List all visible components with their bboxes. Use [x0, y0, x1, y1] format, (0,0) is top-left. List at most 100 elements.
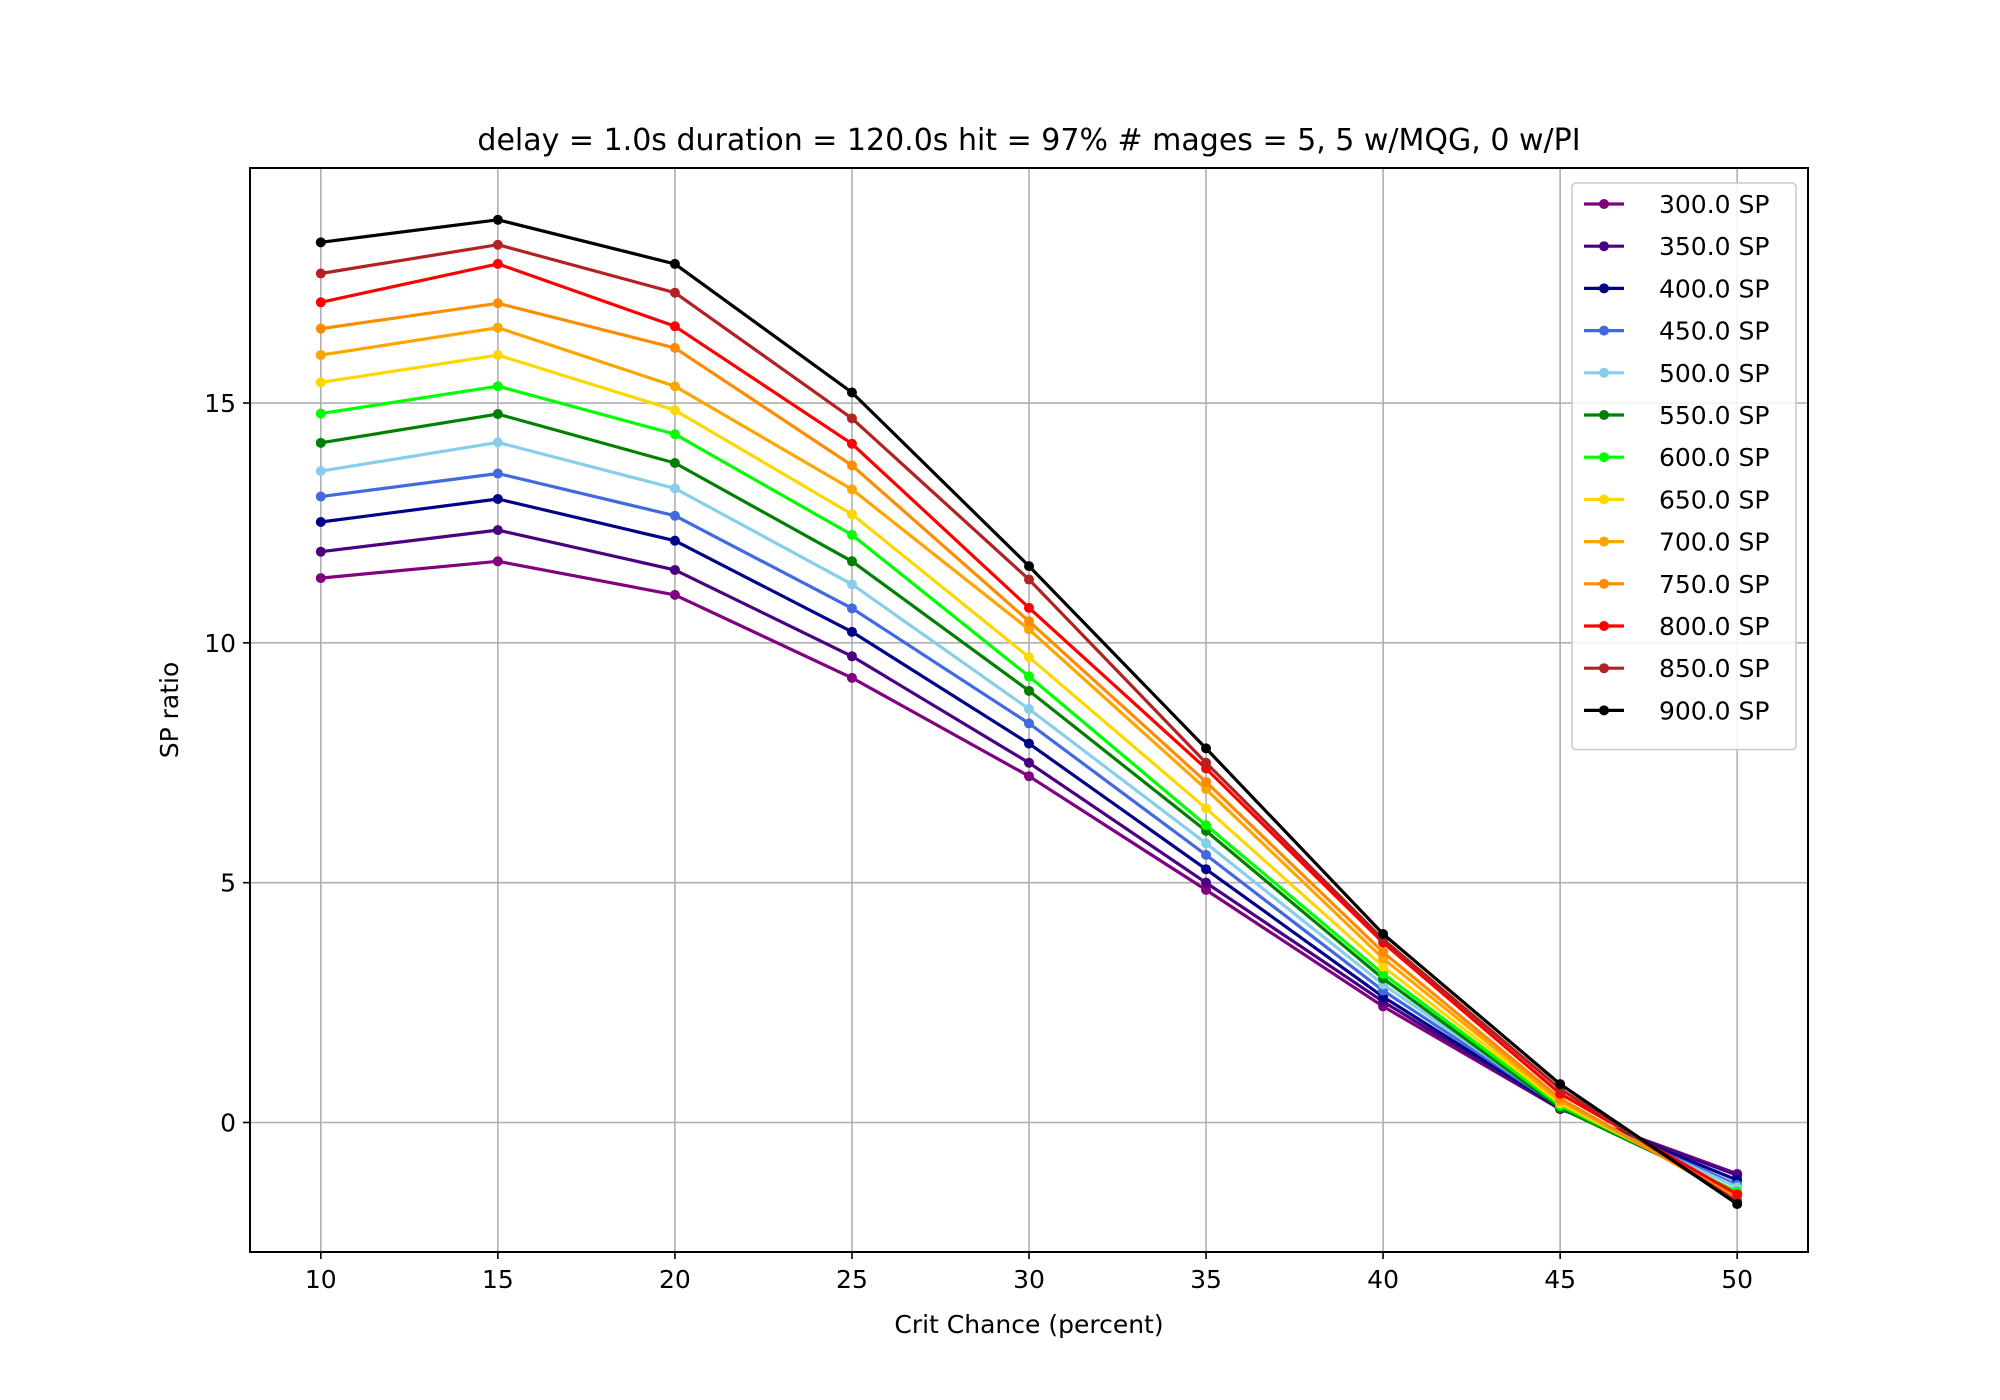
y-tick-label: 10: [204, 629, 236, 658]
legend-marker: [1599, 536, 1609, 547]
legend-item: 450.0 SP: [1584, 317, 1769, 346]
legend-item: 600.0 SP: [1584, 443, 1769, 472]
data-point: [492, 214, 503, 225]
legend-item: 800.0 SP: [1584, 612, 1769, 641]
data-point: [1024, 718, 1034, 729]
data-point: [1378, 961, 1389, 972]
data-point: [492, 350, 503, 361]
data-point: [1024, 616, 1034, 627]
x-tick-label: 10: [305, 1265, 337, 1294]
data-point: [1024, 602, 1034, 613]
data-point: [846, 556, 857, 567]
data-point: [1024, 685, 1034, 696]
data-point: [669, 381, 680, 392]
legend-marker: [1599, 578, 1609, 589]
data-point: [1732, 1189, 1743, 1200]
data-point: [492, 468, 503, 479]
y-tick-label: 5: [220, 869, 236, 898]
data-point: [669, 589, 680, 600]
data-point: [315, 237, 326, 248]
data-point: [315, 466, 326, 477]
data-point: [669, 405, 680, 416]
data-point: [1732, 1199, 1743, 1210]
data-point: [315, 323, 326, 334]
data-point: [1024, 574, 1034, 585]
x-tick-label: 25: [836, 1265, 868, 1294]
x-axis-label: Crit Chance (percent): [894, 1310, 1163, 1339]
x-tick-label: 40: [1367, 1265, 1399, 1294]
data-point: [1201, 803, 1212, 814]
data-point: [492, 493, 503, 504]
data-point: [1555, 1079, 1566, 1090]
x-tick-label: 15: [482, 1265, 514, 1294]
legend-label: 850.0 SP: [1659, 654, 1769, 683]
data-point: [1378, 928, 1389, 939]
x-tick-label: 30: [1013, 1265, 1045, 1294]
data-point: [315, 350, 326, 361]
y-tick-label: 15: [204, 389, 236, 418]
legend-frame: [1571, 182, 1797, 751]
legend-marker: [1599, 367, 1609, 378]
legend-item: 500.0 SP: [1584, 359, 1769, 388]
x-tick-label: 20: [659, 1265, 691, 1294]
data-point: [1378, 968, 1389, 979]
x-tick-label: 50: [1721, 1265, 1753, 1294]
legend-item: 750.0 SP: [1584, 570, 1769, 599]
legend-label: 600.0 SP: [1659, 443, 1769, 472]
legend-marker: [1599, 663, 1609, 674]
data-point: [1201, 877, 1212, 888]
legend-item: 700.0 SP: [1584, 528, 1769, 557]
data-point: [846, 579, 857, 590]
data-point: [1024, 561, 1034, 572]
data-point: [846, 484, 857, 495]
legend-item: 650.0 SP: [1584, 485, 1769, 514]
data-point: [846, 387, 857, 398]
data-point: [1201, 849, 1212, 860]
legend-marker: [1599, 410, 1609, 420]
data-point: [492, 298, 503, 309]
legend-marker: [1599, 621, 1609, 631]
data-point: [846, 529, 857, 540]
data-point: [669, 258, 680, 269]
legend-marker: [1599, 325, 1609, 336]
legend-marker: [1599, 241, 1609, 252]
data-point: [1201, 838, 1212, 849]
legend-label: 450.0 SP: [1659, 317, 1769, 346]
data-point: [1024, 704, 1034, 715]
data-point: [669, 342, 680, 353]
series-900-0-sp: [315, 214, 1743, 1210]
legend-item: 400.0 SP: [1584, 274, 1769, 303]
data-point: [315, 408, 326, 419]
chart-title: delay = 1.0s duration = 120.0s hit = 97%…: [477, 123, 1580, 158]
data-point: [669, 535, 680, 546]
x-tick-label: 35: [1190, 1265, 1222, 1294]
data-point: [669, 483, 680, 494]
data-point: [1201, 776, 1212, 787]
data-point: [1024, 757, 1034, 768]
data-point: [492, 322, 503, 333]
data-point: [492, 258, 503, 269]
legend-item: 550.0 SP: [1584, 401, 1769, 430]
data-point: [1024, 652, 1034, 663]
y-tick-label: 0: [220, 1108, 236, 1137]
data-point: [315, 437, 326, 448]
data-point: [492, 239, 503, 250]
legend-label: 750.0 SP: [1659, 570, 1769, 599]
legend-label: 500.0 SP: [1659, 359, 1769, 388]
data-point: [669, 287, 680, 298]
legend-marker: [1599, 452, 1609, 463]
series-700-0-sp: [315, 322, 1743, 1202]
data-point: [1201, 864, 1212, 875]
legend: 300.0 SP 350.0 SP 400.0 SP 450.0 SP 500.0 SP…: [1571, 182, 1797, 751]
data-point: [1024, 671, 1034, 682]
data-point: [492, 437, 503, 448]
legend-item: 900.0 SP: [1584, 696, 1769, 725]
data-point: [669, 321, 680, 332]
legend-label: 700.0 SP: [1659, 528, 1769, 557]
legend-label: 900.0 SP: [1659, 696, 1769, 725]
legend-label: 400.0 SP: [1659, 274, 1769, 303]
data-point: [1201, 820, 1212, 831]
data-point: [846, 413, 857, 424]
data-point: [492, 525, 503, 536]
